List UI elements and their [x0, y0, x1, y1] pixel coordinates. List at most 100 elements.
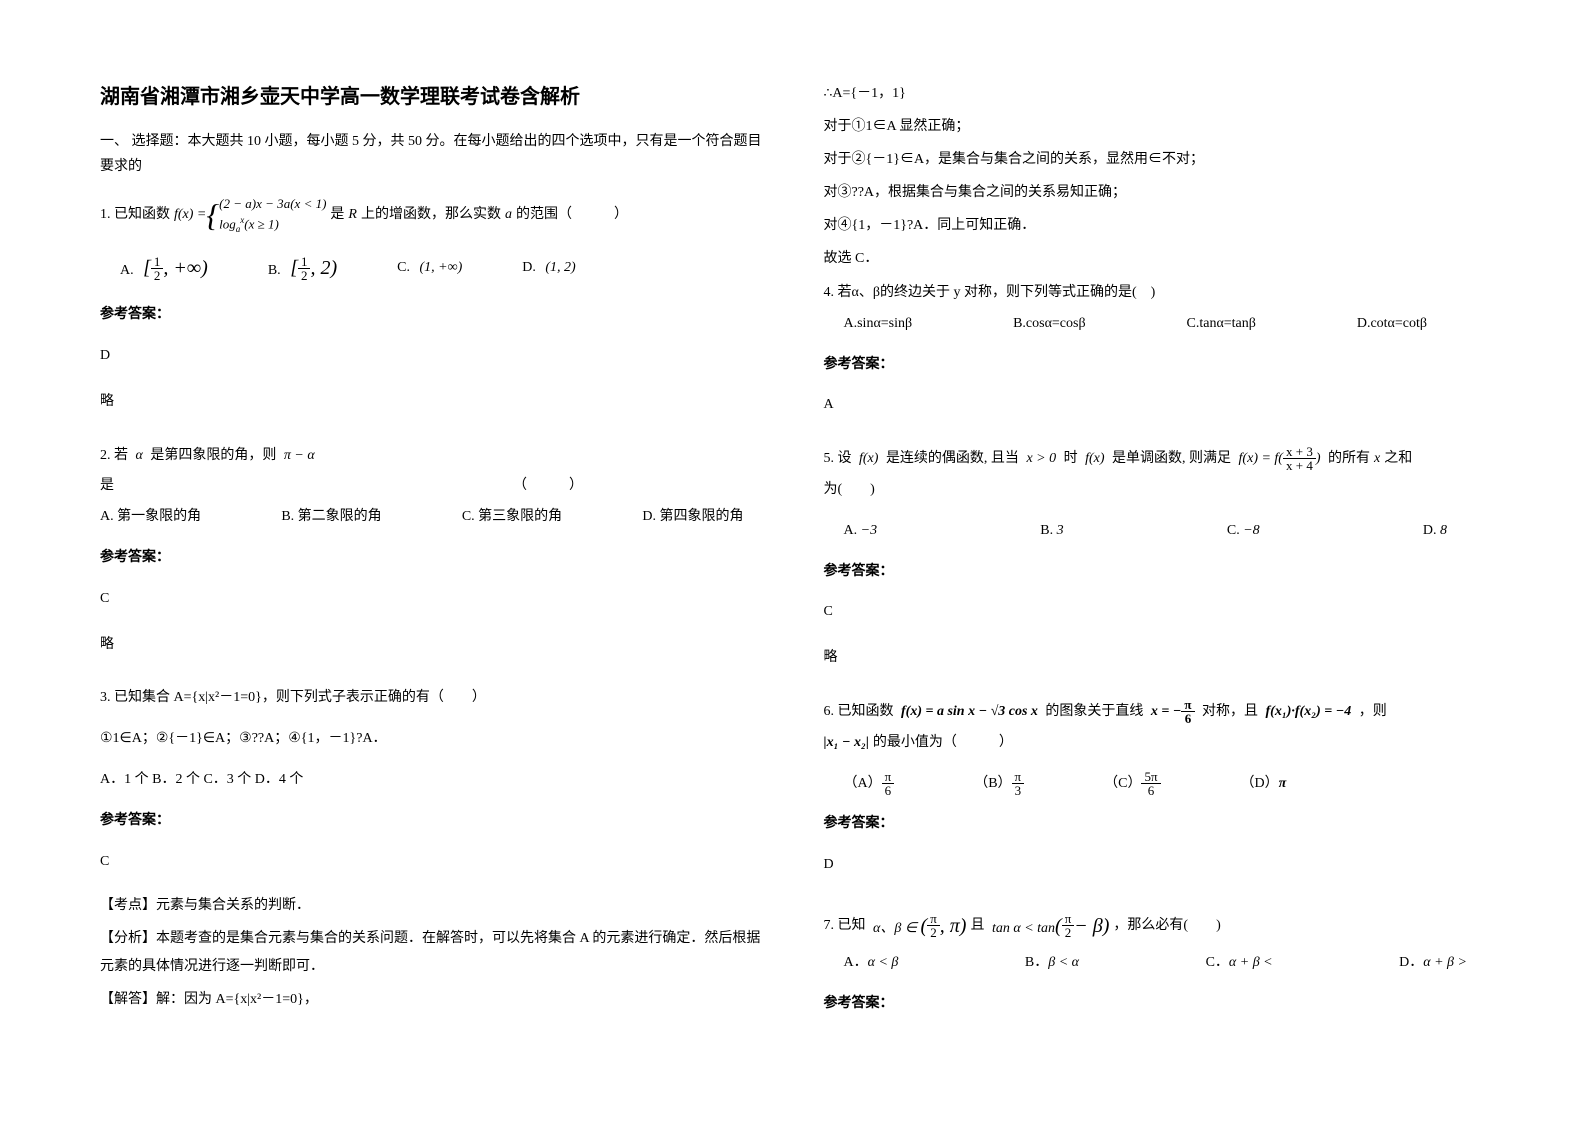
q7-opt-d: D．α + β >	[1399, 948, 1467, 979]
c2-l4: 对③??A，根据集合与集合之间的关系易知正确；	[824, 179, 1488, 207]
q5-fx1: f(x)	[856, 444, 882, 475]
q5-opt-d: D. 8	[1423, 516, 1447, 547]
q1-opt-a: A. [12, +∞)	[120, 246, 208, 290]
q2-opt-c: C. 第三象限的角	[462, 502, 562, 533]
q5-eq: f(x) = f(x + 3x + 4)	[1235, 444, 1324, 475]
q2-options: A. 第一象限的角 B. 第二象限的角 C. 第三象限的角 D. 第四象限的角	[100, 502, 764, 533]
q4-opt-d: D.cotα=cotβ	[1357, 309, 1427, 340]
q2-alpha: α	[132, 441, 146, 472]
q5-answer: C	[824, 597, 1488, 628]
q5-brief: 略	[824, 643, 1488, 674]
c2-l6: 故选 C．	[824, 245, 1488, 273]
c2-l5: 对④{1，－1}?A．同上可知正确．	[824, 212, 1488, 240]
q1-piecewise: f(x) = { (2 − a)x − 3a(x < 1) logax(x ≥ …	[174, 194, 326, 236]
q2-opt-d: D. 第四象限的角	[642, 502, 743, 533]
q1-brief: 略	[100, 387, 764, 418]
q2-line2: 是 （ ）	[100, 471, 764, 502]
q4-opt-b: B.cosα=cosβ	[1013, 309, 1086, 340]
c2-l3: 对于②{－1}∈A，是集合与集合之间的关系，显然用∈不对；	[824, 146, 1488, 174]
q5-opt-a: A. −3	[844, 516, 878, 547]
q7-options: A．α < β B．β < α C．α + β < D．α + β >	[824, 948, 1488, 979]
q2-mid: 是第四象限的角，则	[150, 441, 276, 472]
q7-prefix: 7. 已知	[824, 911, 866, 942]
q7-opt-b: B．β < α	[1025, 948, 1079, 979]
q6-line2: |x₁ − x₂| 的最小值为（ ）	[824, 728, 1488, 759]
q3-analysis1: 【考点】元素与集合关系的判断．	[100, 892, 764, 920]
q3-analysis2: 【分析】本题考查的是集合元素与集合的关系问题．在解答时，可以先将集合 A 的元素…	[100, 925, 764, 981]
q6-line2-suffix: 的最小值为（ ）	[873, 728, 1013, 759]
q5-fx2: f(x)	[1082, 444, 1108, 475]
q6-abs: |x₁ − x₂|	[824, 728, 869, 759]
q7-tan: tan α < tan(π2 − β)	[988, 904, 1109, 948]
q4-options: A.sinα=sinβ B.cosα=cosβ C.tanα=tanβ D.co…	[824, 309, 1488, 340]
section-1-header: 一、 选择题：本大题共 10 小题，每小题 5 分，共 50 分。在每小题给出的…	[100, 129, 764, 179]
q5-x: x	[1374, 444, 1380, 475]
question-3: 3. 已知集合 A={x|x²－1=0}，则下列式子表示正确的有（ ） ①1∈A…	[100, 683, 764, 1019]
left-column: 湖南省湘潭市湘乡壶天中学高一数学理联考试卷含解析 一、 选择题：本大题共 10 …	[100, 80, 764, 1082]
q1-opt-d: D. (1, 2)	[522, 253, 575, 284]
q1-answer-label: 参考答案：	[100, 300, 764, 331]
question-1: 1. 已知函数 f(x) = { (2 − a)x − 3a(x < 1) lo…	[100, 194, 764, 432]
q1-prefix: 1. 已知函数	[100, 200, 170, 231]
q1-suffix: 是	[330, 200, 344, 231]
q2-brief: 略	[100, 630, 764, 661]
q1-a-text: 的范围（ ）	[516, 200, 628, 231]
q7-answer-label: 参考答案：	[824, 989, 1488, 1020]
q2-answer: C	[100, 584, 764, 615]
q6-opt-b: （B）π3	[974, 769, 1024, 800]
question-7: 7. 已知 α、β ∈ (π2, π) 且 tan α < tan(π2 − β…	[824, 904, 1488, 1030]
q6-mid1: 的图象关于直线	[1045, 697, 1143, 728]
q5-line2: 为( )	[824, 475, 1488, 506]
q6-answer: D	[824, 850, 1488, 881]
q2-opt-a: A. 第一象限的角	[100, 502, 201, 533]
q3-answer: C	[100, 847, 764, 878]
q5-opt-c: C. −8	[1227, 516, 1260, 547]
q4-text: 4. 若α、β的终边关于 y 对称，则下列等式正确的是( )	[824, 278, 1488, 309]
q4-answer-label: 参考答案：	[824, 350, 1488, 381]
q5-mid3: 是单调函数, 则满足	[1112, 444, 1231, 475]
q6-opt-a: （A）π6	[844, 769, 895, 800]
question-4: 4. 若α、β的终边关于 y 对称，则下列等式正确的是( ) A.sinα=si…	[824, 278, 1488, 436]
q5-opt-b: B. 3	[1040, 516, 1063, 547]
q2-answer-label: 参考答案：	[100, 543, 764, 574]
q6-fx: f(x) = a sin x − √3 cos x	[898, 697, 1042, 728]
q1-stem: 1. 已知函数 f(x) = { (2 − a)x − 3a(x < 1) lo…	[100, 194, 764, 236]
q6-options: （A）π6 （B）π3 （C）5π6 （D）π	[824, 769, 1488, 800]
q3-text: 3. 已知集合 A={x|x²－1=0}，则下列式子表示正确的有（ ）	[100, 683, 764, 714]
q1-R: R	[348, 200, 357, 231]
q7-opt-a: A．α < β	[844, 948, 899, 979]
q1-answer: D	[100, 341, 764, 372]
c2-l1: ∴A={－1，1}	[824, 80, 1488, 108]
q2-prefix: 2. 若	[100, 441, 128, 472]
q7-stem: 7. 已知 α、β ∈ (π2, π) 且 tan α < tan(π2 − β…	[824, 904, 1488, 948]
q6-answer-label: 参考答案：	[824, 809, 1488, 840]
q5-mid1: 是连续的偶函数, 且当	[886, 444, 1019, 475]
q5-suffix: 的所有	[1328, 444, 1370, 475]
right-column: ∴A={－1，1} 对于①1∈A 显然正确； 对于②{－1}∈A，是集合与集合之…	[824, 80, 1488, 1082]
q1-r-text: 上的增函数，那么实数	[361, 200, 501, 231]
q6-prefix: 6. 已知函数	[824, 697, 894, 728]
q7-suffix: ，那么必有( )	[1113, 911, 1220, 942]
q6-opt-d: （D）π	[1241, 769, 1287, 800]
q7-ab: α、β ∈ (π2, π)	[870, 904, 967, 948]
q2-stem: 2. 若 α 是第四象限的角，则 π − α	[100, 441, 764, 472]
c2-l2: 对于①1∈A 显然正确；	[824, 113, 1488, 141]
q1-options: A. [12, +∞) B. [12, 2) C. (1, +∞) D. (1,…	[100, 246, 764, 290]
q6-mid2: 对称，且	[1202, 697, 1258, 728]
question-2: 2. 若 α 是第四象限的角，则 π − α 是 （ ） A. 第一象限的角 B…	[100, 441, 764, 676]
question-6: 6. 已知函数 f(x) = a sin x − √3 cos x 的图象关于直…	[824, 697, 1488, 896]
q4-answer: A	[824, 390, 1488, 421]
q3-analysis3: 【解答】解：因为 A={x|x²－1=0}，	[100, 986, 764, 1014]
q5-xgt0: x > 0	[1023, 444, 1060, 475]
q6-opt-c: （C）5π6	[1104, 769, 1160, 800]
q7-mid1: 且	[970, 911, 984, 942]
q3-answer-label: 参考答案：	[100, 806, 764, 837]
q2-expr: π − α	[280, 441, 314, 472]
q5-mid2: 时	[1064, 444, 1078, 475]
q5-suffix2: 之和	[1384, 444, 1412, 475]
q5-prefix: 5. 设	[824, 444, 852, 475]
question-5: 5. 设 f(x) 是连续的偶函数, 且当 x > 0 时 f(x) 是单调函数…	[824, 444, 1488, 689]
q1-a: a	[505, 200, 512, 231]
q6-prod: f(x₁)·f(x₂) = −4	[1262, 697, 1355, 728]
q5-answer-label: 参考答案：	[824, 557, 1488, 588]
